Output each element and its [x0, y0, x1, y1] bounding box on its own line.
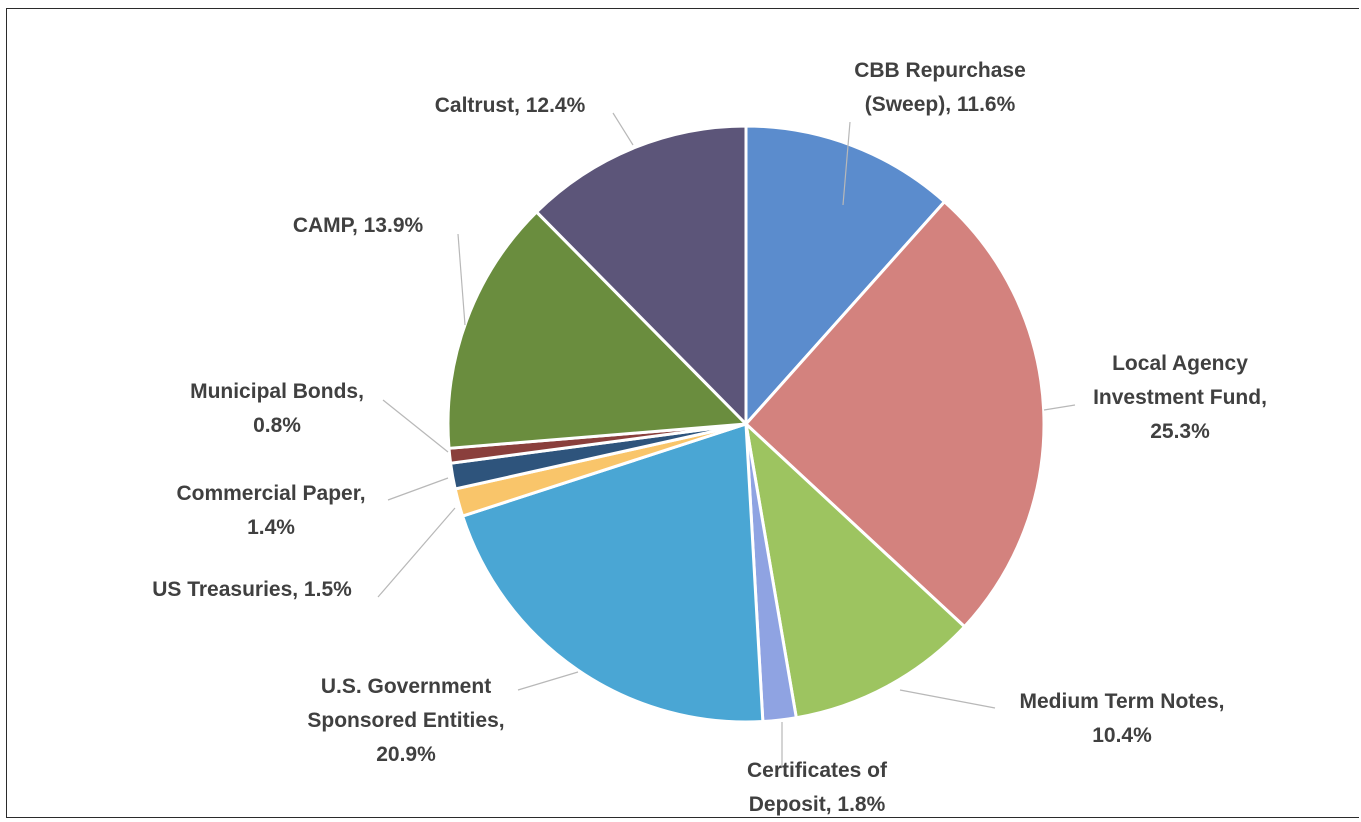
slice-camp: [446, 209, 750, 450]
leader-caltrust: [612, 112, 634, 146]
data-label-commercial-paper: Commercial Paper, 1.4%: [176, 482, 365, 539]
leader-u-s-government-sponsored-entities: [517, 671, 579, 691]
slice-local-agency-investment-fund: [743, 199, 1046, 629]
leader-lines: [377, 112, 1076, 765]
data-label-line: U.S. Government: [321, 675, 491, 698]
leader-local-agency-investment-fund: [1043, 404, 1076, 411]
leader-commercial-paper: [387, 477, 449, 501]
pie-slices: [446, 124, 1046, 724]
data-label-caltrust: Caltrust, 12.4%: [435, 94, 586, 117]
data-label-line: Municipal Bonds,: [190, 380, 364, 403]
data-label-u-s-government-sponsored-entities: U.S. Government Sponsored Entities, 20.9%: [307, 675, 504, 766]
data-label-line: Caltrust, 12.4%: [435, 94, 586, 117]
data-label-line: Local Agency: [1112, 352, 1248, 375]
leader-cbb-repurchase-sweep: [842, 121, 851, 206]
data-label-line: (Sweep), 11.6%: [865, 93, 1016, 116]
slice-medium-term-notes: [743, 419, 967, 720]
data-label-line: US Treasuries, 1.5%: [152, 578, 352, 601]
data-label-line: Commercial Paper,: [176, 482, 365, 505]
data-label-line: Certificates of: [747, 759, 888, 782]
data-label-camp: CAMP, 13.9%: [293, 214, 424, 237]
data-label-certificates-of-deposit: Certificates of Deposit, 1.8%: [747, 759, 888, 816]
chart-frame: [6, 8, 1359, 818]
data-label-cbb-repurchase-sweep: CBB Repurchase (Sweep), 11.6%: [854, 59, 1026, 116]
data-labels: CBB Repurchase (Sweep), 11.6% Local Agency…: [152, 59, 1267, 816]
leader-medium-term-notes: [899, 689, 996, 709]
data-label-line: 1.4%: [247, 516, 295, 539]
data-label-line: Sponsored Entities,: [307, 709, 504, 732]
data-label-line: 10.4%: [1092, 724, 1152, 747]
data-label-line: Medium Term Notes,: [1020, 690, 1225, 713]
data-label-us-treasuries: US Treasuries, 1.5%: [152, 578, 352, 601]
data-label-line: Deposit, 1.8%: [749, 793, 886, 816]
leader-camp: [457, 233, 466, 326]
data-label-line: 20.9%: [376, 743, 436, 766]
data-label-line: Investment Fund,: [1093, 386, 1267, 409]
data-label-line: 0.8%: [253, 414, 301, 437]
leader-municipal-bonds: [382, 399, 449, 453]
data-label-medium-term-notes: Medium Term Notes, 10.4%: [1020, 690, 1225, 747]
slice-u-s-government-sponsored-entities: [460, 421, 765, 724]
data-label-line: CAMP, 13.9%: [293, 214, 424, 237]
slice-cbb-repurchase-sweep: [744, 124, 947, 428]
leader-us-treasuries: [377, 507, 456, 598]
data-label-municipal-bonds: Municipal Bonds, 0.8%: [190, 380, 364, 437]
data-label-line: 25.3%: [1150, 420, 1210, 443]
slice-caltrust: [534, 124, 748, 428]
data-label-local-agency-investment-fund: Local Agency Investment Fund, 25.3%: [1093, 352, 1267, 443]
data-label-line: CBB Repurchase: [854, 59, 1026, 82]
